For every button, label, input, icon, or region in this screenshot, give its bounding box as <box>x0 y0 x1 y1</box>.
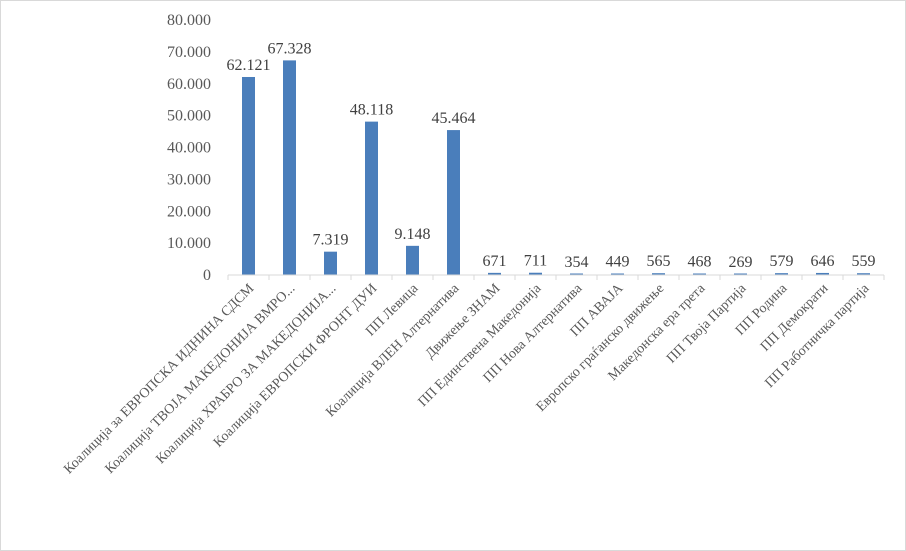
bar <box>693 273 706 275</box>
y-tick-label: 10.000 <box>167 235 211 252</box>
y-axis: 0 10.000 20.000 30.000 40.000 50.000 60.000 70.… <box>167 12 211 284</box>
data-label: 468 <box>688 254 712 271</box>
bar <box>570 273 583 275</box>
data-label: 711 <box>524 253 547 270</box>
bar <box>283 60 296 275</box>
y-tick-label: 80.000 <box>167 12 211 29</box>
data-label: 354 <box>565 254 589 271</box>
y-tick-label: 50.000 <box>167 108 211 125</box>
data-label: 269 <box>729 254 753 271</box>
x-axis: Коалиција за ЕВРОПСКА ИДНИНА СДСМКоалици… <box>61 274 885 477</box>
y-tick-label: 60.000 <box>167 76 211 93</box>
y-tick-label: 20.000 <box>167 203 211 220</box>
data-label: 579 <box>770 253 794 270</box>
data-label: 9.148 <box>395 226 431 243</box>
data-label: 646 <box>811 253 835 270</box>
bar <box>242 76 255 275</box>
bar <box>406 245 419 275</box>
data-label: 449 <box>606 254 630 271</box>
bar <box>652 273 665 275</box>
x-tick-label: Движење ЗНАМ <box>423 281 504 362</box>
y-tick-label: 30.000 <box>167 171 211 188</box>
bar <box>857 273 870 275</box>
data-label: 45.464 <box>432 110 476 127</box>
data-label: 48.118 <box>350 102 393 119</box>
bar <box>816 272 829 275</box>
bar <box>365 121 378 276</box>
y-tick-label: 40.000 <box>167 140 211 157</box>
bar <box>447 130 460 275</box>
x-tick-label: Коалиција ХРАБРО ЗА МАКЕДОНИЈА... <box>153 281 339 467</box>
x-tick-label: Коалиција за ЕВРОПСКА ИДНИНА СДСМ <box>61 281 257 477</box>
data-label: 671 <box>483 253 507 270</box>
data-label: 559 <box>852 253 876 270</box>
y-tick-label: 0 <box>203 267 211 284</box>
bar <box>529 272 542 275</box>
x-tick-label: Коалиција ТВОЈА МАКЕДОНИЈА ВМРО... <box>103 281 299 477</box>
data-label: 565 <box>647 253 671 270</box>
bar <box>488 272 501 275</box>
bar <box>611 273 624 275</box>
bar <box>324 251 337 275</box>
data-label: 67.328 <box>268 40 312 57</box>
bar <box>734 273 747 275</box>
y-tick-label: 70.000 <box>167 44 211 61</box>
data-label: 7.319 <box>313 232 349 249</box>
bar <box>775 273 788 275</box>
data-label: 62.121 <box>227 57 271 74</box>
